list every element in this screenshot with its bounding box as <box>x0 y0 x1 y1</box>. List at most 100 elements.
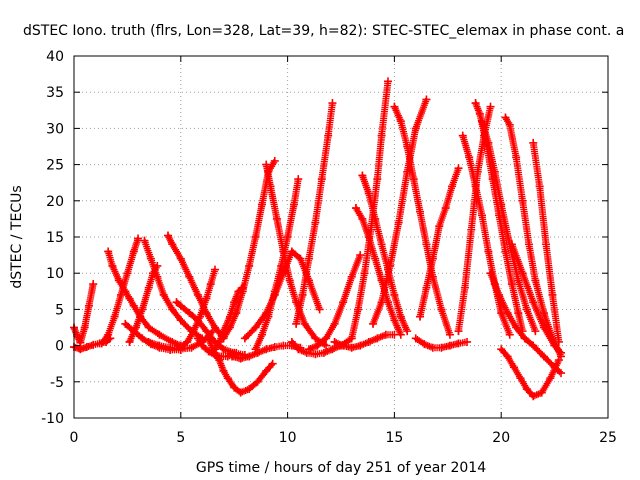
data-point <box>529 298 538 307</box>
data-point <box>475 109 484 118</box>
data-point <box>155 341 164 350</box>
data-point <box>236 354 245 363</box>
data-point <box>328 345 337 354</box>
data-point <box>324 131 333 140</box>
data-point <box>270 290 279 299</box>
data-point <box>110 312 119 321</box>
data-point <box>202 294 211 303</box>
data-point <box>486 102 495 111</box>
data-point <box>354 305 363 314</box>
data-point <box>232 309 241 318</box>
data-point <box>108 261 117 270</box>
data-point <box>104 330 113 339</box>
data-point <box>245 385 254 394</box>
data-point <box>373 334 382 343</box>
data-point <box>428 254 437 263</box>
data-point <box>262 345 271 354</box>
y-tick-label: 35 <box>46 85 64 101</box>
data-point <box>445 330 454 339</box>
series-arc-27 <box>369 95 431 328</box>
data-point <box>230 298 239 307</box>
data-point <box>251 323 260 332</box>
data-point <box>529 138 538 147</box>
data-point <box>356 251 365 260</box>
data-point <box>505 330 514 339</box>
data-point <box>537 388 546 397</box>
data-point <box>210 265 219 274</box>
data-point <box>503 352 512 361</box>
data-point <box>251 233 260 241</box>
data-point <box>257 200 266 209</box>
data-point <box>159 290 168 299</box>
data-point <box>176 343 185 352</box>
data-point <box>390 290 399 299</box>
data-point <box>73 332 82 341</box>
data-point <box>460 283 469 292</box>
data-point <box>138 305 147 314</box>
data-point <box>296 254 305 263</box>
data-point <box>535 182 544 191</box>
data-point <box>471 99 480 108</box>
data-point <box>454 164 463 173</box>
x-axis-label: GPS time / hours of day 251 of year 2014 <box>196 460 486 476</box>
chart-title: dSTEC Iono. truth (flrs, Lon=328, Lat=39… <box>23 23 624 39</box>
data-point <box>322 341 331 350</box>
data-point <box>311 218 320 227</box>
data-point <box>554 356 563 365</box>
data-point <box>557 348 566 357</box>
data-point <box>251 345 260 354</box>
data-markers <box>70 77 566 401</box>
data-point <box>283 233 292 241</box>
x-tick-label: 20 <box>492 430 510 446</box>
y-tick-label: 30 <box>46 121 64 137</box>
data-point <box>121 319 130 328</box>
data-point <box>304 345 313 354</box>
data-point <box>287 247 296 256</box>
data-point <box>441 204 450 213</box>
data-point <box>125 337 134 346</box>
data-point <box>507 280 516 289</box>
data-point <box>458 131 467 140</box>
data-point <box>245 352 254 361</box>
data-point <box>198 341 207 350</box>
data-point <box>394 218 403 227</box>
data-point <box>272 214 281 223</box>
data-point <box>116 290 125 299</box>
data-point <box>168 240 177 249</box>
data-point <box>364 337 373 346</box>
data-point <box>422 240 431 249</box>
data-point <box>366 225 375 234</box>
data-point <box>396 117 405 126</box>
y-tick-label: 0 <box>55 339 64 355</box>
data-point <box>193 334 202 343</box>
data-point <box>270 343 279 352</box>
data-point <box>377 131 386 140</box>
data-point <box>416 207 425 216</box>
data-point <box>322 334 331 343</box>
data-point <box>501 247 510 256</box>
data-point <box>339 341 348 350</box>
data-point <box>279 341 288 350</box>
data-point <box>262 160 271 169</box>
y-tick-label: -5 <box>50 375 64 391</box>
data-point <box>512 323 521 332</box>
data-point <box>477 211 486 220</box>
data-point <box>390 102 399 111</box>
data-point <box>223 374 232 383</box>
data-point <box>386 261 395 270</box>
data-point <box>155 330 164 339</box>
data-point <box>364 189 373 198</box>
data-point <box>486 269 495 278</box>
data-point <box>454 339 463 348</box>
data-point <box>287 337 296 346</box>
data-point <box>445 341 454 350</box>
data-point <box>539 352 548 361</box>
data-point <box>129 247 138 256</box>
data-point <box>138 334 147 343</box>
data-point <box>292 298 301 307</box>
data-point <box>516 374 525 383</box>
data-point <box>522 385 531 394</box>
data-point <box>172 298 181 307</box>
data-point <box>437 343 446 352</box>
data-point <box>153 261 162 270</box>
